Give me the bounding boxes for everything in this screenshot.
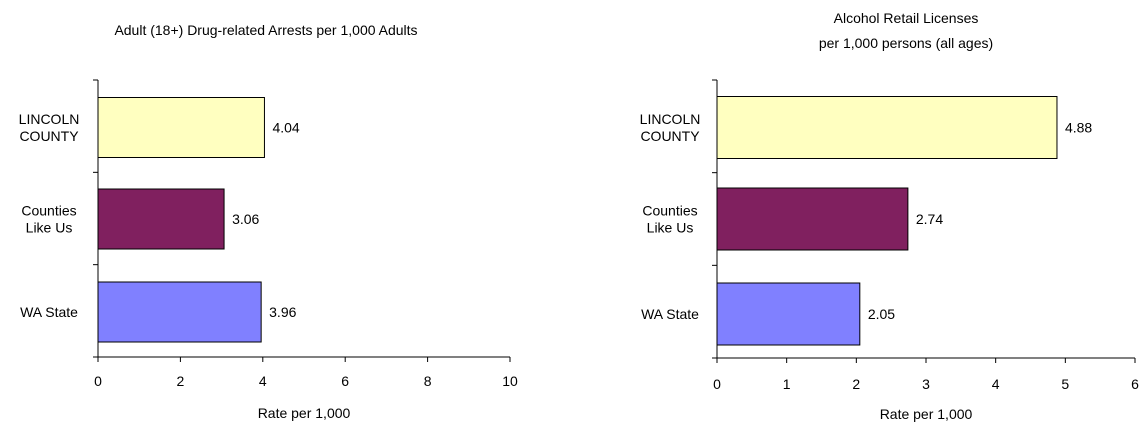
bar: [716, 187, 909, 251]
data-label: 3.96: [269, 304, 296, 320]
x-tick-label: 4: [992, 376, 1000, 392]
x-tick-label: 0: [713, 376, 721, 392]
chart-title-line: per 1,000 persons (all ages): [819, 35, 993, 51]
x-tick-label: 1: [783, 376, 791, 392]
category-label: LINCOLN COUNTY: [640, 111, 701, 144]
category-label: WA State: [641, 306, 699, 322]
x-tick-label: 2: [177, 373, 185, 389]
category-label: Counties Like Us: [21, 203, 76, 236]
bar: [716, 96, 1058, 159]
x-axis-title: Rate per 1,000: [258, 405, 351, 421]
chart-title-line: Adult (18+) Drug-related Arrests per 1,0…: [114, 22, 417, 38]
bar: [97, 281, 262, 343]
data-label: 3.06: [232, 211, 259, 227]
x-tick-label: 2: [852, 376, 860, 392]
chart-title-line: Alcohol Retail Licenses: [834, 10, 979, 26]
data-label: 2.74: [916, 211, 943, 227]
category-label: LINCOLN COUNTY: [19, 111, 80, 144]
data-label: 4.04: [272, 120, 299, 136]
bar: [97, 97, 265, 158]
chart-1: Adult (18+) Drug-related Arrests per 1,0…: [19, 22, 518, 421]
category-label: Counties Like Us: [642, 203, 697, 236]
x-tick-label: 10: [502, 373, 518, 389]
x-axis-title: Rate per 1,000: [880, 406, 973, 422]
data-label: 2.05: [868, 306, 895, 322]
x-tick-label: 5: [1061, 376, 1069, 392]
x-tick-label: 8: [424, 373, 432, 389]
bar: [716, 282, 861, 346]
x-tick-label: 4: [259, 373, 267, 389]
x-tick-label: 6: [341, 373, 349, 389]
bar: [97, 188, 225, 250]
x-tick-label: 6: [1131, 376, 1139, 392]
x-tick-label: 3: [922, 376, 930, 392]
category-label: WA State: [20, 304, 78, 320]
chart-2: Alcohol Retail Licenses per 1,000 persons…: [640, 10, 1139, 422]
x-tick-label: 0: [94, 373, 102, 389]
data-label: 4.88: [1065, 120, 1092, 136]
